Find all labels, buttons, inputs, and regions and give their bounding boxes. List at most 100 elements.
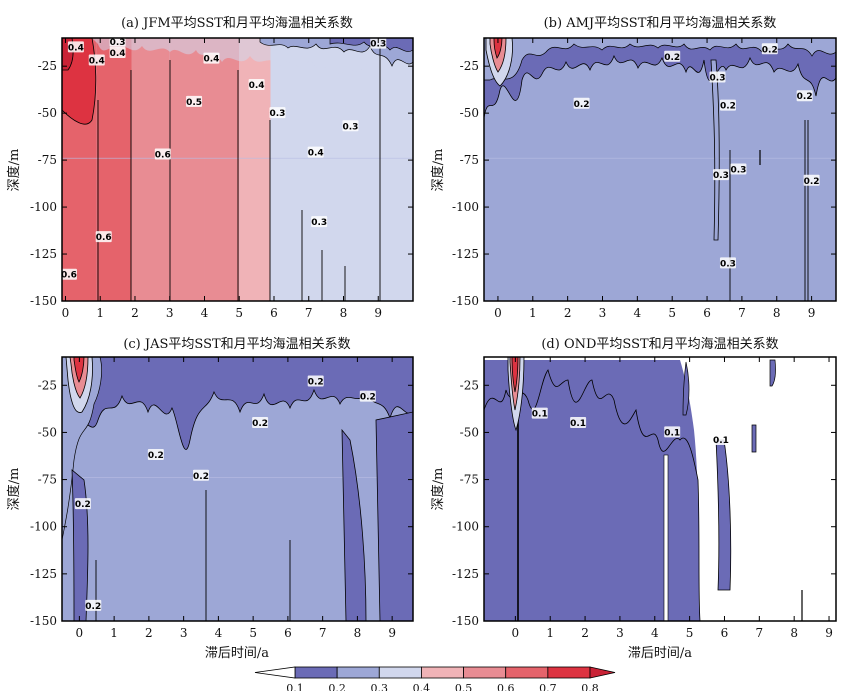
x-tick-label: 0 [494,306,502,320]
x-tick-label: 4 [634,306,642,320]
panel-b-decor [484,38,836,301]
colorbar-segment [294,666,338,679]
x-tick-label: 6 [703,306,711,320]
panel-b-frame [483,37,837,302]
x-tick-label: 3 [599,306,607,320]
panel-c-contour-labels: 0.2 0.2 0.2 0.2 0.2 0.2 0.2 [74,375,376,612]
contour-label: 0.3 [710,73,726,83]
panel-d-streak-small [751,424,757,453]
y-tick-label: -50 [38,106,57,120]
contour-label-bg [154,148,171,160]
contour-band [169,38,205,301]
x-tick-label: 4 [201,306,209,320]
contour-label: 0.2 [804,177,820,187]
x-tick-label: 9 [374,306,382,320]
contour-label: 0.6 [155,150,171,160]
panel-a-contour-labels: 0.40.30.40.4 0.40.30.40.50.30.30.6 0.40.30… [60,35,387,281]
panel-a: 0.40.30.40.4 0.40.30.40.50.30.30.6 0.40.30… [6,35,414,320]
contour-band [204,38,240,301]
contour-label-bg [709,71,726,83]
panel-d-contour-labels: 0.1 0.1 0.1 0.1 [531,407,729,446]
contour-label: 0.2 [148,451,164,461]
panel-b-surface-dark [484,38,836,119]
contour-label: 0.1 [713,436,729,446]
y-tick-label: -125 [452,567,479,581]
x-tick-label: 0 [62,306,70,320]
panel-a-frame [61,37,414,302]
y-tick-label: -75 [38,473,57,487]
contour-label-bg [269,107,286,119]
contour-label: 0.3 [713,171,729,181]
y-tick-label: -125 [30,247,57,261]
panel-c-frame [61,356,414,622]
x-tick-label: 1 [110,626,118,640]
panel-b-axis-ticks: 0 1 2 3 4 5 6 7 8 9 -25 -50 -75 -100 -125 -150 [452,38,836,320]
y-tick-label: -150 [30,294,57,308]
panel-d-xlabel: 滞后时间/a [628,646,692,661]
contour-label-bg [761,43,778,55]
contour-label: 0.1 [570,419,586,429]
x-tick-label: 1 [546,626,554,640]
contour-label: 0.6 [61,271,77,281]
contour-label-bg [203,52,220,64]
contour-label: 0.2 [574,100,590,110]
panel-b-title: (b) AMJ平均SST和月平均海温相关系数 [544,16,777,31]
panel-a-axis-ticks: 0 1 2 3 4 5 6 7 8 9 -25 -50 -75 -100 -125 -150 [30,38,413,320]
contour-label: 0.3 [110,38,126,48]
x-tick-label: 8 [773,306,781,320]
panel-d-axis-ticks: 0 1 2 3 4 5 6 7 8 9 -25 -50 -75 -100 -125 -150 [452,357,836,640]
contour-label: 0.3 [370,40,386,50]
colorbar-segment [336,666,380,679]
y-tick-label: -125 [452,247,479,261]
panel-b-background [484,38,836,301]
x-tick-label: 0 [512,626,520,640]
contour-label: 0.3 [720,259,736,269]
contour-label-bg [248,78,265,90]
contour-band [270,38,413,301]
contour-band [131,38,170,301]
contour-label-bg [719,257,736,269]
panel-d-white-region [484,357,836,621]
contour-label-bg [803,174,820,186]
panel-c-deep-block [375,411,413,621]
x-tick-label: 1 [96,306,104,320]
contour-label-bg [342,120,359,132]
contour-label: 0.2 [664,53,680,63]
colorbar-segment [547,666,591,679]
x-tick-label: 7 [738,306,746,320]
contour-label: 0.2 [85,602,101,612]
panel-d-gap [663,454,669,621]
y-tick-label: -100 [452,520,479,534]
contour-label: 0.4 [89,57,105,67]
contour-label: 0.4 [308,149,324,159]
x-tick-label: 2 [131,306,139,320]
x-tick-label: 4 [215,626,223,640]
y-tick-label: -125 [30,567,57,581]
x-tick-label: 5 [668,306,676,320]
x-tick-label: 6 [284,626,292,640]
colorbar-segment [378,666,422,679]
panel-a-fill [62,38,413,301]
contour-label-bg [147,449,164,461]
panel-d-ylabel: 深度/m [430,468,446,511]
x-tick-label: 2 [564,306,572,320]
x-tick-label: 6 [270,306,278,320]
panel-a-surface-light [62,38,413,90]
y-tick-label: -50 [38,425,57,439]
contour-label: 0.2 [360,393,376,403]
panel-d-frame [483,356,837,622]
contour-label: 0.5 [186,98,202,108]
contour-label-bg [95,231,112,243]
x-tick-label: 0 [76,626,84,640]
contour-label-bg [664,50,681,62]
panel-d-core-center [511,357,519,393]
contour-label-bg [307,146,324,158]
panel-b-streak [710,59,720,241]
x-tick-label: 4 [651,626,659,640]
colorbar-min-extension [254,666,296,679]
contour-label-bg [370,37,387,49]
x-tick-label: 9 [808,306,816,320]
colorbar-tick-label: 0.8 [581,682,599,691]
contour-label: 0.2 [252,419,268,429]
contour-label-bg [307,375,324,387]
